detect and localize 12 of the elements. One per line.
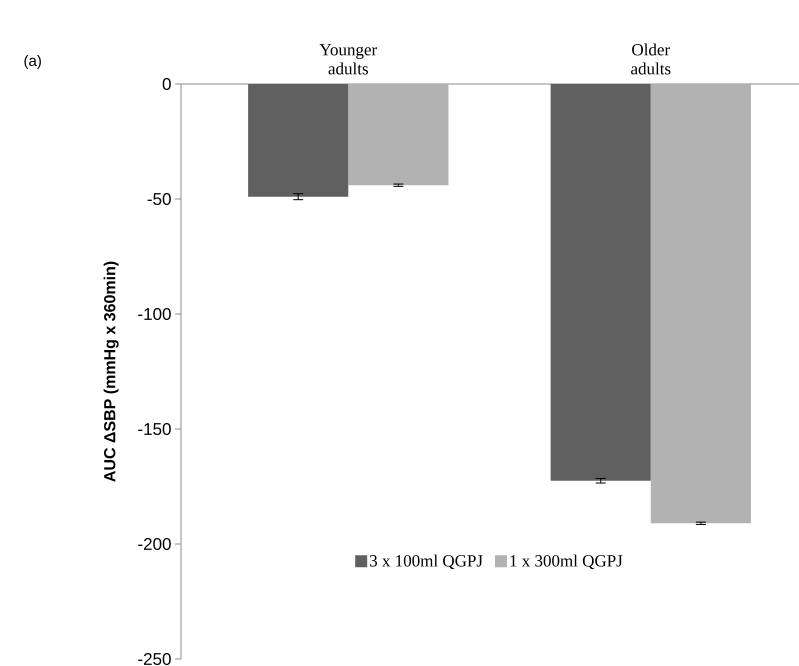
text: (a)	[24, 55, 41, 69]
y-tick-label: -150	[138, 422, 171, 436]
y-tick-label: -250	[138, 652, 171, 666]
x-tick-label: Younger adults	[320, 44, 378, 74]
y-tick-label: -200	[138, 538, 171, 550]
legend-label: 1 x 300ml QGPJ	[510, 554, 622, 570]
y-axis-title: AUC ΔSBP (mmHg x 360min)	[104, 262, 119, 482]
legend-label: 3 x 100ml QGPJ	[370, 554, 483, 570]
y-tick-label: -100	[138, 308, 171, 320]
y-tick-label: -50	[148, 192, 171, 206]
x-tick-label: Older adults	[631, 44, 670, 74]
y-tick-label: 0	[162, 78, 171, 90]
